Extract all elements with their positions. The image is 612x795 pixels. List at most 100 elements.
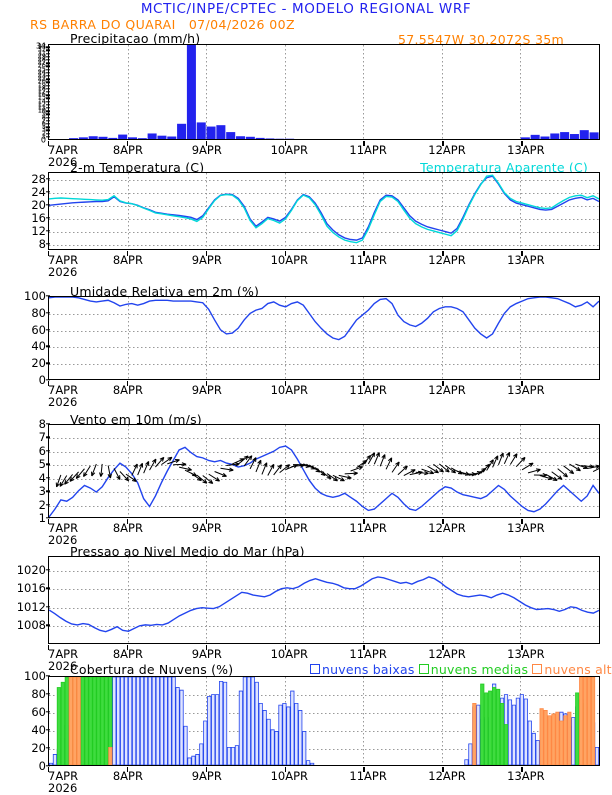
cloud-bar-nuvens-baixas-54 — [263, 710, 266, 765]
cloud-bar-nuvens-medias-112 — [492, 688, 495, 765]
y-tick-label-wind-2: 3 — [39, 484, 46, 498]
x-tick-label-pressure-5: 12APR — [428, 647, 465, 661]
plot-area-temperature — [48, 172, 600, 250]
cloud-bar-nuvens-medias-9 — [85, 677, 88, 765]
cloud-bar-nuvens-baixas-23 — [140, 677, 143, 765]
wind-barb-59 — [398, 466, 407, 475]
cloud-bar-nuvens-altas-131 — [568, 712, 571, 765]
y-tick-humidity-4 — [46, 312, 50, 313]
cloud-bar-nuvens-altas-137 — [591, 677, 594, 765]
y-tick-pressure-2 — [46, 588, 50, 589]
y-tick-clouds-2 — [46, 729, 50, 730]
cloud-bar-nuvens-medias-13 — [101, 677, 104, 765]
cloud-bar-nuvens-baixas-45 — [227, 747, 230, 765]
x-tick-label-pressure-2: 9APR — [192, 647, 222, 661]
precip-bar-10 — [148, 133, 157, 139]
y-tick-humidity-3 — [46, 329, 50, 330]
legend-label: nuvens medias — [431, 662, 528, 677]
x-tick-label-humidity-5: 12APR — [428, 383, 465, 397]
y-tick-precipitation-2 — [46, 50, 50, 51]
y-tick-label-temperature-0: 8 — [39, 237, 46, 251]
series-wind — [49, 425, 599, 517]
cloud-bar-nuvens-medias-14 — [105, 677, 108, 765]
legend-swatch-nuvens-baixas — [310, 664, 320, 674]
y-tick-label-wind-7: 8 — [39, 417, 46, 431]
wind-barb-77 — [504, 452, 509, 464]
y-tick-label-humidity-1: 20 — [31, 356, 46, 370]
cloud-bar-nuvens-altas-136 — [587, 677, 590, 765]
cloud-bar-nuvens-baixas-38 — [200, 744, 203, 765]
cloud-bar-nuvens-baixas-138 — [595, 747, 598, 765]
x-tick-label-precipitation-3: 10APR — [271, 143, 308, 157]
y-tick-precipitation-11 — [46, 78, 50, 79]
cloud-bar-nuvens-baixas-43 — [219, 681, 222, 765]
y-tick-precipitation-16 — [46, 94, 50, 95]
precip-bar-19 — [236, 136, 245, 139]
x-tick-label-humidity-4: 11APR — [349, 383, 386, 397]
y-tick-precipitation-13 — [46, 85, 50, 86]
precip-bar-53 — [570, 134, 579, 139]
y-tick-label-wind-3: 4 — [39, 471, 46, 485]
x-axis-year-temperature: 2026 — [48, 265, 77, 279]
y-tick-precipitation-20 — [46, 107, 50, 108]
cloud-bar-nuvens-altas-107 — [473, 703, 476, 765]
y-tick-clouds-4 — [46, 693, 50, 694]
series-humidity — [49, 297, 599, 379]
wind-barb-57 — [386, 458, 392, 470]
cloud-bar-nuvens-altas-128 — [556, 712, 559, 765]
cloud-bar-nuvens-medias-4 — [65, 677, 68, 765]
y-tick-label-wind-1: 2 — [39, 498, 46, 512]
cloud-bar-nuvens-baixas-57 — [275, 732, 278, 765]
y-tick-label-pressure-2: 1016 — [17, 581, 46, 595]
wind-barb-28 — [215, 471, 227, 476]
y-tick-precipitation-17 — [46, 98, 50, 99]
cloud-bar-nuvens-baixas-33 — [180, 690, 183, 765]
cloud-bar-nuvens-baixas-44 — [223, 682, 226, 765]
x-tick-label-wind-4: 11APR — [349, 521, 386, 535]
precip-bar-12 — [167, 137, 176, 139]
y-tick-label-wind-6: 7 — [39, 430, 46, 444]
y-tick-temperature-0 — [46, 243, 50, 244]
y-tick-label-clouds-0: 0 — [39, 759, 46, 773]
cloud-bar-nuvens-baixas-51 — [251, 677, 254, 765]
y-tick-precipitation-21 — [46, 110, 50, 111]
y-tick-wind-7 — [46, 423, 50, 424]
cloud-bar-nuvens-altas-126 — [548, 716, 551, 765]
x-tick-label-humidity-3: 10APR — [271, 383, 308, 397]
precip-bar-14 — [187, 45, 196, 139]
series-pressure — [49, 557, 599, 643]
cloud-bar-nuvens-baixas-17 — [117, 677, 120, 765]
wind-barb-7 — [83, 466, 90, 477]
x-tick-label-humidity-1: 8APR — [113, 383, 143, 397]
precip-bar-52 — [560, 132, 569, 139]
cloud-bar-nuvens-baixas-32 — [176, 688, 179, 765]
y-tick-temperature-5 — [46, 178, 50, 179]
y-tick-precipitation-12 — [46, 82, 50, 83]
y-tick-wind-4 — [46, 464, 50, 465]
cloud-bar-nuvens-medias-115 — [504, 725, 507, 765]
x-tick-label-precipitation-1: 8APR — [113, 143, 143, 157]
wind-barb-50 — [345, 472, 358, 475]
series-temperature — [49, 173, 599, 249]
precip-bar-17 — [216, 125, 225, 139]
x-tick-label-wind-6: 13APR — [507, 521, 544, 535]
cloud-bar-nuvens-baixas-120 — [524, 699, 527, 765]
wind-barb-9 — [100, 464, 103, 477]
wind-barb-37 — [268, 464, 274, 475]
wind-barb-83 — [540, 476, 552, 480]
precip-bar-13 — [177, 124, 186, 139]
legend-label: nuvens altas — [544, 662, 612, 677]
line-humidity-0 — [49, 297, 599, 340]
station-name: RS BARRA DO QUARAI — [30, 17, 176, 32]
cloud-bar-nuvens-baixas-63 — [299, 710, 302, 765]
legend-item-nuvens-medias: nuvens medias — [419, 662, 533, 677]
cloud-bar-nuvens-altas-124 — [540, 709, 543, 765]
cloud-bar-nuvens-medias-110 — [485, 693, 488, 765]
y-tick-temperature-3 — [46, 204, 50, 205]
cloud-bar-nuvens-baixas-132 — [572, 717, 575, 765]
y-tick-precipitation-1 — [46, 46, 50, 47]
page-title: MCTIC/INPE/CPTEC - MODELO REGIONAL WRF — [0, 1, 612, 17]
y-tick-label-pressure-1: 1012 — [17, 600, 46, 614]
wind-barb-49 — [339, 475, 352, 479]
